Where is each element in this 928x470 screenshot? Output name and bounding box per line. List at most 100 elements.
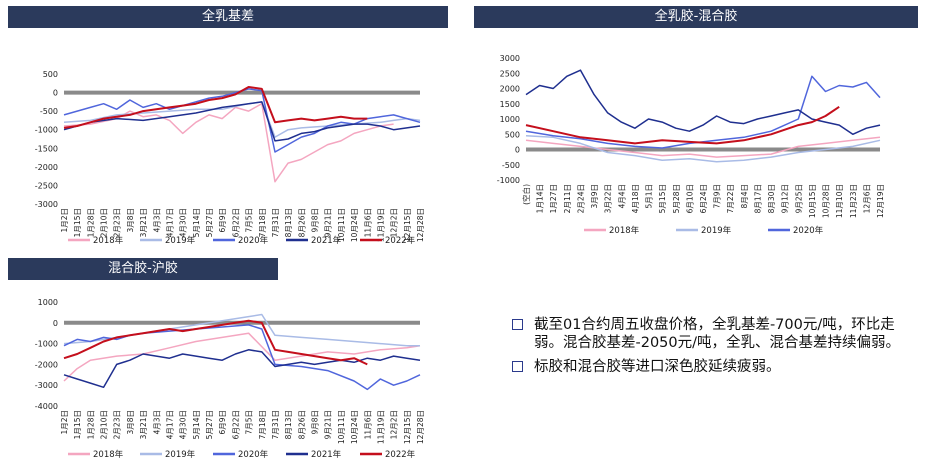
x-tick-label: 4月30日 [179,208,188,237]
series-line-2 [63,313,420,347]
y-tick-label: 1000 [38,298,58,307]
chart-panel-1: 全乳基差 500 0 -500 -1000 -1500 -2000 -2500 -3000 1月… [8,6,448,254]
x-tick-label: 6月9日 [218,208,227,233]
bullet-2: 标胶和混合胶等进口深色胶延续疲弱。 [510,358,910,376]
x-tick-label: 4月18日 [631,184,640,213]
y-tick-label: 500 [43,70,58,79]
legend-label: 2020年 [238,235,269,246]
x-tick-label: 3月8日 [126,410,135,435]
bullet-1-text: 截至01合约周五收盘价格，全乳基差-700元/吨，环比走弱。混合胶基差-2050… [534,317,901,351]
legend-label: 2019年 [165,449,196,460]
x-tick-label: 7月5日 [245,410,254,435]
x-tick-label: 1月2日 [60,410,69,435]
legend-label: 2018年 [93,235,124,246]
x-tick-label: 5月1日 [645,184,654,209]
x-tick-label: 1月28日 [86,410,95,439]
x-tick-label: 10月11日 [337,208,346,242]
x-tick-label: 4月3日 [152,208,161,233]
x-tick-label: 7月31日 [271,208,280,237]
x-tick-label: 8月4日 [740,184,749,209]
y-tick-label: -1000 [35,340,58,349]
series-line-1 [63,102,394,183]
x-tick-label: 11月10日 [835,184,844,218]
series-line-3 [525,75,881,149]
y-tick-label: -3000 [35,200,58,209]
y-tick-label: 1000 [500,115,520,124]
chart-2-plot: 3000 2500 2000 1500 1000 500 0 -500 -1000(空白) 1月1… [497,54,885,236]
x-tick-label: 12月15日 [403,410,412,444]
x-tick-label: 7月18日 [258,410,267,439]
x-tick-label: 12月6日 [862,184,871,213]
x-tick-label: 7月5日 [245,208,254,233]
x-tick-label: 10月24日 [350,208,359,242]
y-tick-label: -500 [40,107,58,116]
x-tick-label: 1月15日 [73,410,82,439]
y-tick-label: 3000 [500,54,520,63]
y-tick-label: -4000 [35,402,58,411]
series-line-1 [63,332,421,382]
y-tick-label: -1000 [35,126,58,135]
series-line-3 [63,88,421,153]
y-tick-label: 0 [515,146,520,155]
x-tick-label: 2月23日 [113,208,122,237]
legend-label: 2020年 [793,225,824,236]
x-tick-label: 8月26日 [297,410,306,439]
y-tick-label: 0 [53,319,58,328]
bullet-2-text: 标胶和混合胶等进口深色胶延续疲弱。 [534,359,781,375]
x-tick-label: 8月26日 [297,208,306,237]
x-tick-label: 8月13日 [284,208,293,237]
y-tick-label: 2000 [500,85,520,94]
x-tick-label: 10月15日 [808,184,817,218]
x-tick-label: 1月27日 [549,184,558,213]
x-tick-label: 9月8日 [311,208,320,233]
x-tick-label: 11月6日 [363,410,372,439]
x-tick-label: 9月12日 [781,184,790,213]
y-tick-label: -3000 [35,381,58,390]
x-tick-label: 8月17日 [753,184,762,213]
x-tick-label: 4月3日 [152,410,161,435]
x-tick-label: 11月23日 [849,184,858,218]
series-line-5 [63,319,368,366]
x-tick-label: 9月21日 [324,410,333,439]
x-tick-label: 6月9日 [218,410,227,435]
x-tick-label: 4月30日 [179,410,188,439]
chart-2-title: 全乳胶-混合胶 [474,6,918,28]
y-tick-label: 2500 [500,69,520,78]
legend-label: 2018年 [93,449,124,460]
commentary: 截至01合约周五收盘价格，全乳基差-700元/吨，环比走弱。混合胶基差-2050… [510,316,910,382]
y-tick-label: 500 [505,130,520,139]
x-tick-label: 5月14日 [192,208,201,237]
x-tick-label: 9月25日 [794,184,803,213]
legend-label: 2021年 [311,449,342,460]
chart-1-title: 全乳基差 [8,6,448,28]
square-bullet-icon [512,319,523,330]
legend-label: 2021年 [311,235,342,246]
series-line-4 [525,69,881,136]
legend-label: 2019年 [701,225,732,236]
x-tick-label: 3月8日 [126,208,135,233]
legend-label: 2019年 [165,235,196,246]
x-tick-label: 7月31日 [271,410,280,439]
x-tick-label: 6月10日 [685,184,694,213]
x-tick-label: 12月19日 [876,184,885,218]
x-tick-label: 2月10日 [100,410,109,439]
x-tick-label: 8月13日 [284,410,293,439]
x-tick-label: 2月23日 [113,410,122,439]
square-bullet-icon [512,361,523,372]
legend-label: 2020年 [238,449,269,460]
x-tick-label: 3月21日 [139,208,148,237]
x-tick-label: 4月17日 [165,208,174,237]
x-tick-label: 2月10日 [100,208,109,237]
y-tick-label: -1000 [497,176,520,185]
x-tick-label: 4月17日 [165,410,174,439]
x-tick-label: 6月22日 [231,410,240,439]
x-tick-label: 5月27日 [205,208,214,237]
x-tick-label: 1月14日 [536,184,545,213]
x-tick-label: 10月11日 [337,410,346,444]
x-tick-label: 2月24日 [576,184,585,213]
x-tick-label: 5月14日 [192,410,201,439]
x-tick-label: 5月27日 [205,410,214,439]
legend-label: 2018年 [609,225,640,236]
x-tick-label: 7月18日 [258,208,267,237]
y-tick-label: -500 [502,161,520,170]
